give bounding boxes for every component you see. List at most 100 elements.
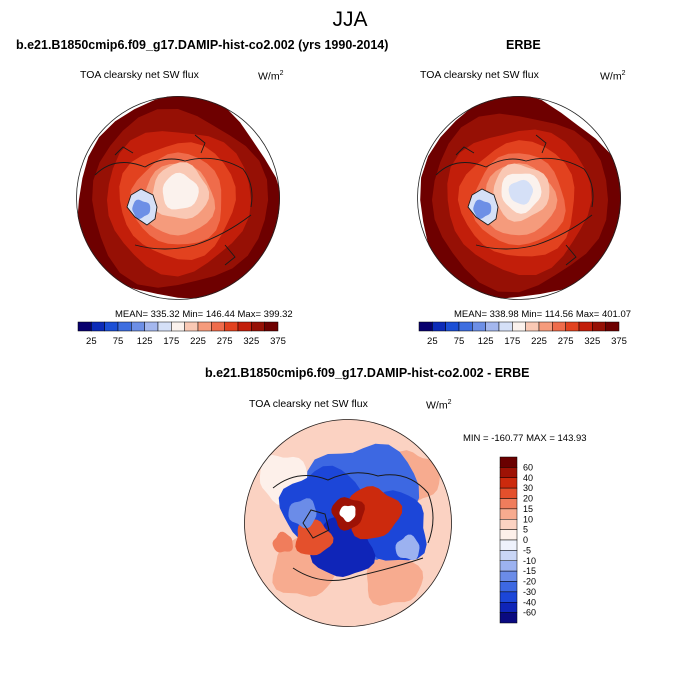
diff-contour-band bbox=[339, 505, 356, 523]
obs-colorbar-box bbox=[538, 321, 553, 332]
diff-panel-title: b.e21.B1850cmip6.f09_g17.DAMIP-hist-co2.… bbox=[205, 366, 530, 380]
model-units-label: W/m2 bbox=[258, 70, 284, 83]
obs-map-border bbox=[417, 96, 621, 300]
model-colorbar-label: 75 bbox=[113, 336, 124, 347]
model-colorbar-label: 25 bbox=[86, 336, 97, 347]
model-colorbar-box bbox=[184, 321, 199, 332]
obs-colorbar-label: 75 bbox=[454, 336, 465, 347]
diff-colorbar-label: -30 bbox=[523, 587, 536, 597]
model-colorbar-box bbox=[144, 321, 159, 332]
obs-contour-band bbox=[508, 179, 533, 205]
model-colorbar-label: 125 bbox=[137, 336, 153, 347]
diff-colorbar-box bbox=[499, 529, 518, 541]
model-colorbar-box bbox=[237, 321, 252, 332]
obs-colorbar-box bbox=[565, 321, 580, 332]
season-title: JJA bbox=[332, 8, 368, 31]
diff-colorbar-box bbox=[499, 560, 518, 572]
obs-colorbar-box bbox=[512, 321, 526, 332]
diff-colorbar-label: -15 bbox=[523, 566, 536, 576]
model-variable-label: TOA clearsky net SW flux bbox=[80, 69, 199, 81]
obs-colorbar-box bbox=[552, 321, 566, 332]
model-colorbar-box bbox=[131, 321, 145, 332]
model-colorbar-box bbox=[264, 321, 279, 332]
diff-colorbar-box bbox=[499, 477, 518, 489]
diff-colorbar-label: 60 bbox=[523, 462, 533, 472]
model-colorbar-label: 375 bbox=[270, 336, 286, 347]
diff-coastlines bbox=[272, 472, 434, 581]
obs-units-label: W/m2 bbox=[600, 70, 626, 83]
diff-colorbar-label: -5 bbox=[523, 545, 531, 555]
model-colorbar-box bbox=[91, 321, 105, 332]
diff-colorbar-box bbox=[499, 519, 518, 530]
diff-field bbox=[244, 419, 452, 627]
diff-colorbar-label: -20 bbox=[523, 577, 536, 587]
obs-panel-title: ERBE bbox=[506, 38, 541, 52]
diff-colorbar-label: -60 bbox=[523, 608, 536, 618]
model-field bbox=[77, 96, 280, 299]
obs-colorbar-box bbox=[472, 321, 486, 332]
obs-greenland-core bbox=[473, 199, 492, 219]
obs-colorbar-box bbox=[498, 321, 513, 332]
model-map-border bbox=[76, 96, 280, 300]
diff-contour-band bbox=[395, 534, 420, 561]
model-colorbar-box bbox=[251, 321, 265, 332]
obs-colorbar-box bbox=[458, 321, 473, 332]
obs-colorbar-box bbox=[605, 321, 620, 332]
model-colorbar-label: 325 bbox=[243, 336, 259, 347]
diff-polar-map bbox=[244, 419, 452, 627]
diff-colorbar-box bbox=[499, 539, 518, 551]
obs-variable-label: TOA clearsky net SW flux bbox=[420, 69, 539, 81]
model-polar-map bbox=[76, 96, 280, 300]
diff-colorbar-label: 15 bbox=[523, 504, 533, 514]
obs-colorbar-box bbox=[445, 321, 460, 332]
obs-colorbar-box bbox=[592, 321, 606, 332]
obs-colorbar-label: 375 bbox=[611, 336, 627, 347]
obs-coastlines bbox=[435, 134, 594, 266]
model-colorbar-box bbox=[171, 321, 185, 332]
diff-colorbar-label: -10 bbox=[523, 556, 536, 566]
model-greenland-core bbox=[132, 199, 151, 219]
obs-colorbar: 25 75 125 175 225 275 325 375 bbox=[418, 321, 627, 347]
obs-polar-map bbox=[417, 96, 621, 300]
model-colorbar-box bbox=[224, 321, 239, 332]
diff-colorbar-box bbox=[499, 456, 518, 468]
model-colorbar-box bbox=[211, 321, 225, 332]
model-colorbar-box bbox=[117, 321, 132, 332]
model-colorbar-box bbox=[104, 321, 119, 332]
diff-colorbar-label: 20 bbox=[523, 494, 533, 504]
model-colorbar-label: 275 bbox=[217, 336, 233, 347]
model-colorbar-box bbox=[77, 321, 92, 332]
obs-colorbar-box bbox=[525, 321, 540, 332]
diff-colorbar-label: 0 bbox=[523, 535, 528, 545]
diff-contour-band bbox=[366, 546, 424, 606]
diff-colorbar-box bbox=[499, 591, 518, 603]
diff-colorbar-label: 40 bbox=[523, 473, 533, 483]
diff-units-label: W/m2 bbox=[426, 399, 452, 412]
diff-colorbar-label: 5 bbox=[523, 525, 528, 535]
diff-colorbar-box bbox=[499, 467, 518, 478]
obs-colorbar-label: 25 bbox=[427, 336, 438, 347]
obs-colorbar-box bbox=[432, 321, 446, 332]
diff-contour-band bbox=[348, 486, 403, 540]
obs-colorbar-box bbox=[578, 321, 593, 332]
diff-colorbar-box bbox=[499, 581, 518, 593]
model-coastlines bbox=[94, 134, 253, 266]
diff-contour-band bbox=[272, 531, 293, 553]
obs-colorbar-label: 175 bbox=[504, 336, 520, 347]
model-stats: MEAN= 335.32 Min= 146.44 Max= 399.32 bbox=[115, 309, 293, 320]
diff-colorbar-box bbox=[499, 508, 518, 520]
diff-colorbar-box bbox=[499, 570, 518, 582]
obs-stats: MEAN= 338.98 Min= 114.56 Max= 401.07 bbox=[454, 309, 632, 320]
obs-colorbar-box bbox=[418, 321, 433, 332]
model-colorbar-label: 225 bbox=[190, 336, 206, 347]
diff-colorbar-label: 10 bbox=[523, 514, 533, 524]
model-panel-title: b.e21.B1850cmip6.f09_g17.DAMIP-hist-co2.… bbox=[16, 38, 389, 52]
obs-colorbar-label: 325 bbox=[584, 336, 600, 347]
obs-colorbar-box bbox=[485, 321, 500, 332]
diff-colorbar-box bbox=[499, 487, 518, 499]
model-colorbar-box bbox=[197, 321, 212, 332]
model-colorbar-box bbox=[157, 321, 172, 332]
model-colorbar: 25 75 125 175 225 275 325 375 bbox=[77, 321, 286, 347]
diff-colorbar-label: 30 bbox=[523, 483, 533, 493]
